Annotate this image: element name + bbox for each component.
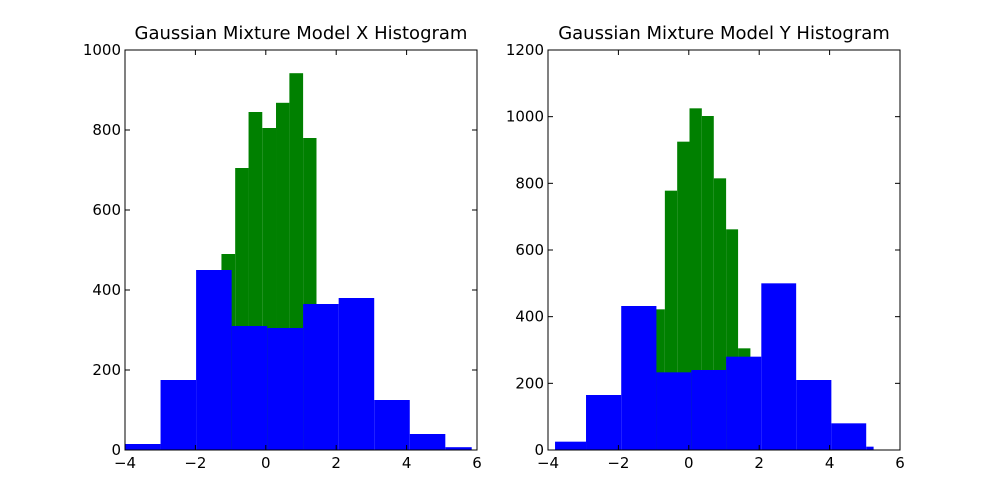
y-histogram-ytick-label-2: 400 bbox=[515, 308, 544, 326]
y-histogram-bar-s1-3 bbox=[656, 372, 692, 450]
y-histogram-bar-s1-1 bbox=[586, 395, 622, 450]
y-histogram-bar-s1-8 bbox=[831, 423, 867, 450]
y-histogram-bar-s0-6 bbox=[726, 229, 739, 450]
x-histogram-ytick-label-4: 800 bbox=[92, 121, 121, 139]
y-histogram-xtick-label-4: 4 bbox=[825, 454, 835, 472]
y-histogram-bar-s1-6 bbox=[761, 283, 797, 450]
x-histogram-xtick-label-4: 4 bbox=[402, 454, 412, 472]
y-histogram-axes-frame bbox=[547, 49, 901, 451]
y-histogram-ytick-label-4: 800 bbox=[515, 174, 544, 192]
x-histogram-xtick-label-2: 0 bbox=[261, 454, 271, 472]
y-histogram-xtick-label-0: −4 bbox=[537, 454, 559, 472]
y-histogram-bars bbox=[555, 108, 874, 451]
y-histogram-xtick-label-3: 2 bbox=[754, 454, 764, 472]
x-histogram-xtick-label-0: −4 bbox=[114, 454, 136, 472]
y-histogram-title: Gaussian Mixture Model Y Histogram bbox=[558, 23, 890, 44]
x-histogram-bar-s1-5 bbox=[303, 304, 339, 450]
x-histogram-axes-frame bbox=[124, 49, 478, 451]
x-histogram-bar-s1-0 bbox=[125, 444, 161, 450]
y-histogram-bar-s1-2 bbox=[621, 306, 657, 450]
x-histogram-ticks: −4 −2 0 2 4 6 0 200 400 600 800 1000 bbox=[83, 41, 482, 472]
x-histogram-bar-s1-6 bbox=[338, 298, 375, 450]
x-histogram-bar-s1-4 bbox=[267, 328, 304, 450]
x-histogram-ytick-label-1: 200 bbox=[92, 361, 121, 379]
y-histogram-bar-s1-0 bbox=[555, 441, 587, 450]
y-histogram-bar-s1-4 bbox=[691, 370, 727, 450]
y-histogram-ytick-label-5: 1000 bbox=[506, 108, 544, 126]
x-histogram-bars bbox=[125, 73, 472, 451]
x-histogram-title: Gaussian Mixture Model X Histogram bbox=[135, 23, 468, 44]
x-histogram-ytick-label-0: 0 bbox=[111, 441, 121, 459]
y-histogram-ytick-label-0: 0 bbox=[534, 441, 544, 459]
y-histogram-ytick-label-1: 200 bbox=[515, 374, 544, 392]
x-histogram-bar-s1-3 bbox=[231, 326, 268, 450]
x-histogram-ytick-label-3: 600 bbox=[92, 201, 121, 219]
y-histogram-bar-s0-3 bbox=[689, 108, 702, 450]
x-histogram-bar-s1-8 bbox=[409, 434, 446, 450]
x-histogram-xtick-label-3: 2 bbox=[331, 454, 341, 472]
y-histogram-ticks: −4 −2 0 2 4 6 0 200 400 600 800 1000 1200 bbox=[506, 41, 905, 472]
x-histogram-ytick-label-2: 400 bbox=[92, 281, 121, 299]
x-histogram-panel: Gaussian Mixture Model X Histogram −4 −2 0… bbox=[83, 23, 482, 472]
y-histogram-xtick-label-1: −2 bbox=[607, 454, 629, 472]
x-histogram-ytick-label-5: 1000 bbox=[83, 41, 121, 59]
x-histogram-bar-s1-1 bbox=[160, 380, 197, 450]
x-histogram-xtick-label-1: −2 bbox=[184, 454, 206, 472]
y-histogram-xtick-label-5: 6 bbox=[895, 454, 905, 472]
y-histogram-ytick-label-3: 600 bbox=[515, 241, 544, 259]
x-histogram-xtick-label-5: 6 bbox=[472, 454, 482, 472]
y-histogram-xtick-label-2: 0 bbox=[684, 454, 694, 472]
y-histogram-ytick-label-6: 1200 bbox=[506, 41, 544, 59]
x-histogram-bar-s1-2 bbox=[196, 270, 232, 450]
y-histogram-bar-s1-7 bbox=[796, 380, 832, 450]
y-histogram-panel: Gaussian Mixture Model Y Histogram −4 −2 0… bbox=[506, 23, 905, 472]
x-histogram-bar-s1-7 bbox=[374, 400, 410, 450]
y-histogram-bar-s1-9 bbox=[866, 446, 874, 450]
y-histogram-bar-s1-5 bbox=[726, 356, 762, 450]
x-histogram-bar-s1-9 bbox=[445, 447, 472, 450]
y-histogram-bar-s0-4 bbox=[701, 116, 714, 450]
